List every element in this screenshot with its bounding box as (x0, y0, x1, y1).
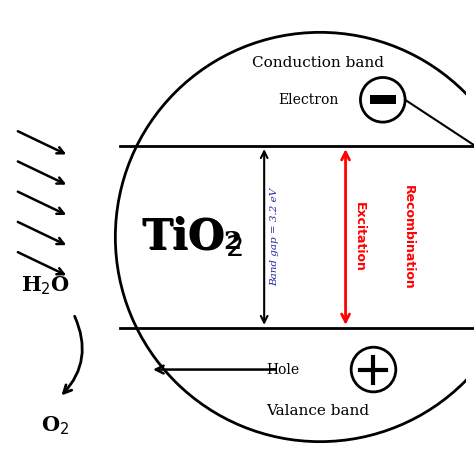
Text: Conduction band: Conduction band (252, 55, 383, 70)
Text: TiO$_2$: TiO$_2$ (142, 215, 243, 259)
Text: Electron: Electron (278, 93, 338, 107)
Text: Excitation: Excitation (353, 202, 366, 272)
Bar (370, 95, 396, 104)
Text: Recombination: Recombination (402, 185, 415, 289)
Text: TiO₂: TiO₂ (142, 216, 243, 258)
Text: H$_2$O: H$_2$O (21, 274, 70, 297)
Text: Hole: Hole (266, 363, 300, 376)
Text: Band gap = 3.2 eV: Band gap = 3.2 eV (270, 188, 279, 286)
Text: Valance band: Valance band (266, 404, 369, 419)
Text: O$_2$: O$_2$ (41, 414, 69, 437)
